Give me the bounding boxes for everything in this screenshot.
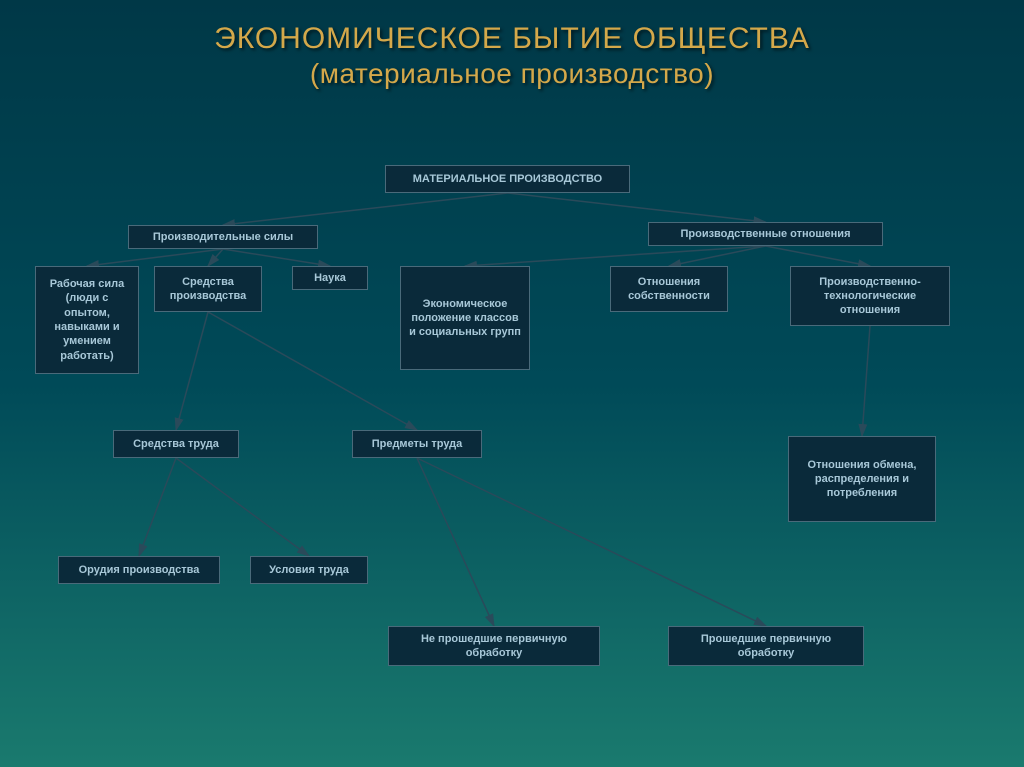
edge-root-prod_sily: [223, 193, 508, 225]
node-prod_tech: Производственно-технологические отношени…: [790, 266, 950, 326]
edge-pr_truda-prosh: [417, 458, 766, 626]
edge-sredstva_p-sr_truda: [176, 312, 208, 430]
edge-sr_truda-orudia: [139, 458, 176, 556]
page-title: ЭКОНОМИЧЕСКОЕ БЫТИЕ ОБЩЕСТВА: [0, 0, 1024, 56]
node-prod_sily: Производительные силы: [128, 225, 318, 249]
node-root: МАТЕРИАЛЬНОЕ ПРОИЗВОДСТВО: [385, 165, 630, 193]
node-nauka: Наука: [292, 266, 368, 290]
node-otn_sobst: Отношения собственности: [610, 266, 728, 312]
node-otn_obm: Отношения обмена, распределения и потреб…: [788, 436, 936, 522]
node-sr_truda: Средства труда: [113, 430, 239, 458]
edge-sredstva_p-pr_truda: [208, 312, 417, 430]
edge-pr_truda-ne_prosh: [417, 458, 494, 626]
node-rab_sila: Рабочая сила (люди с опытом, навыками и …: [35, 266, 139, 374]
node-pr_truda: Предметы труда: [352, 430, 482, 458]
node-prod_otn: Производственные отношения: [648, 222, 883, 246]
node-sredstva_p: Средства производства: [154, 266, 262, 312]
edge-prod_sily-nauka: [223, 249, 330, 266]
node-prosh: Прошедшие первичную обработку: [668, 626, 864, 666]
edge-prod_otn-prod_tech: [766, 246, 871, 266]
edge-prod_otn-econ_pol: [465, 246, 766, 266]
page-subtitle: (материальное производство): [0, 58, 1024, 90]
node-uslovia: Условия труда: [250, 556, 368, 584]
edge-prod_tech-otn_obm: [862, 326, 870, 436]
node-orudia: Орудия производства: [58, 556, 220, 584]
edge-root-prod_otn: [508, 193, 766, 222]
edge-prod_otn-otn_sobst: [669, 246, 766, 266]
node-ne_prosh: Не прошедшие первичную обработку: [388, 626, 600, 666]
edge-sr_truda-uslovia: [176, 458, 309, 556]
edge-prod_sily-rab_sila: [87, 249, 223, 266]
edge-prod_sily-sredstva_p: [208, 249, 223, 266]
node-econ_pol: Экономическое положение классов и социал…: [400, 266, 530, 370]
